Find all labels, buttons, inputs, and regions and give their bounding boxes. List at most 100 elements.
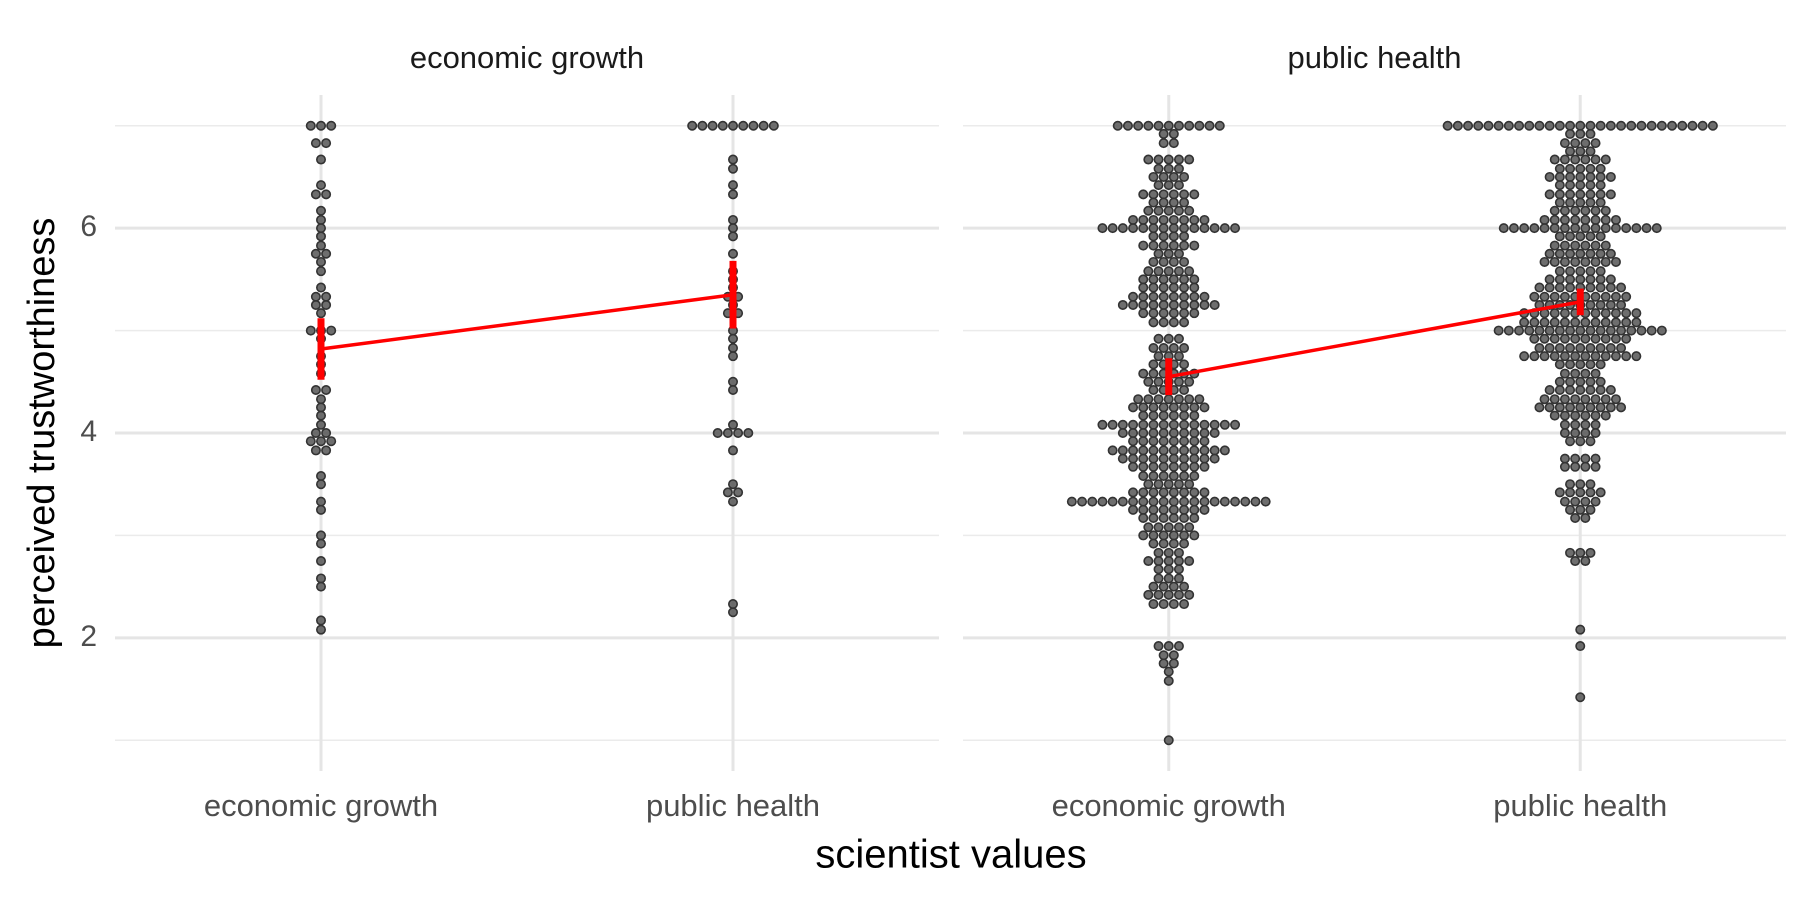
data-point — [1199, 402, 1210, 413]
data-point — [1143, 522, 1154, 533]
data-point — [1148, 308, 1159, 319]
data-point — [315, 282, 326, 293]
data-point — [1204, 120, 1215, 131]
data-point — [1570, 223, 1581, 234]
data-point — [1128, 436, 1139, 447]
data-point — [1565, 402, 1576, 413]
data-point — [1168, 342, 1179, 353]
data-point — [1529, 333, 1540, 344]
data-point — [1158, 461, 1169, 472]
data-point — [1199, 299, 1210, 310]
data-point — [1554, 359, 1565, 370]
data-point — [722, 427, 733, 438]
data-point — [727, 376, 738, 387]
data-point — [1173, 266, 1184, 277]
data-point — [1138, 504, 1149, 515]
data-point — [1595, 299, 1606, 310]
data-point — [1173, 479, 1184, 490]
data-point — [1605, 171, 1616, 182]
data-point — [1168, 291, 1179, 302]
data-point — [1529, 291, 1540, 302]
data-point — [1529, 351, 1540, 362]
x-axis-title: scientist values — [815, 833, 1086, 877]
data-point — [1575, 479, 1586, 490]
data-point — [1128, 427, 1139, 438]
data-point — [1138, 291, 1149, 302]
data-point — [1163, 522, 1174, 533]
data-point — [1189, 530, 1200, 541]
data-point — [1138, 189, 1149, 200]
data-point — [1148, 445, 1159, 456]
data-point — [1133, 120, 1144, 131]
data-point — [1616, 325, 1627, 336]
data-point — [1626, 120, 1637, 131]
data-point — [315, 530, 326, 541]
data-point — [1452, 120, 1463, 131]
data-point — [321, 445, 332, 456]
data-point — [1559, 291, 1570, 302]
data-point — [1610, 223, 1621, 234]
data-point — [1575, 547, 1586, 558]
data-point — [1148, 461, 1159, 472]
data-point — [1610, 308, 1621, 319]
data-point — [1138, 445, 1149, 456]
data-point — [1168, 231, 1179, 242]
data-point — [768, 120, 779, 131]
data-point — [1575, 436, 1586, 447]
data-point — [1184, 205, 1195, 216]
data-point — [727, 120, 738, 131]
data-point — [1580, 240, 1591, 251]
data-point — [1184, 556, 1195, 567]
data-point — [1143, 394, 1154, 405]
data-point — [1600, 223, 1611, 234]
data-point — [1503, 325, 1514, 336]
data-point — [1595, 189, 1606, 200]
data-point — [1214, 120, 1225, 131]
data-point — [1559, 427, 1570, 438]
data-point — [1158, 402, 1169, 413]
data-point — [1549, 240, 1560, 251]
data-point — [1168, 427, 1179, 438]
data-point — [1580, 427, 1591, 438]
data-point — [1189, 223, 1200, 234]
data-point — [1600, 205, 1611, 216]
data-point — [1570, 394, 1581, 405]
data-point — [1575, 128, 1586, 139]
data-point — [1148, 231, 1159, 242]
data-point — [315, 419, 326, 430]
data-point — [1138, 214, 1149, 225]
data-point — [1153, 351, 1164, 362]
data-point — [1610, 317, 1621, 328]
data-point — [1179, 504, 1190, 515]
data-point — [1158, 317, 1169, 328]
data-point — [1179, 427, 1190, 438]
data-point — [1179, 317, 1190, 328]
data-point — [1148, 538, 1159, 549]
data-point — [1148, 504, 1159, 515]
data-point — [1473, 120, 1484, 131]
data-point — [315, 581, 326, 592]
data-point — [1077, 496, 1088, 507]
y-tick-label: 4 — [80, 415, 97, 448]
data-point — [1570, 453, 1581, 464]
data-point — [1585, 504, 1596, 515]
data-point — [1554, 248, 1565, 259]
data-point — [1565, 180, 1576, 191]
data-point — [1148, 402, 1159, 413]
data-point — [1148, 282, 1159, 293]
data-point — [1590, 256, 1601, 267]
data-point — [727, 163, 738, 174]
data-point — [1173, 376, 1184, 387]
data-point — [1554, 180, 1565, 191]
data-point — [1158, 504, 1169, 515]
data-point — [727, 189, 738, 200]
data-point — [1570, 556, 1581, 567]
data-point — [1097, 419, 1108, 430]
data-point — [1651, 223, 1662, 234]
data-point — [1442, 120, 1453, 131]
data-point — [1554, 487, 1565, 498]
data-point — [1158, 650, 1169, 661]
data-point — [1168, 214, 1179, 225]
data-point — [1148, 427, 1159, 438]
data-point — [1158, 231, 1169, 242]
